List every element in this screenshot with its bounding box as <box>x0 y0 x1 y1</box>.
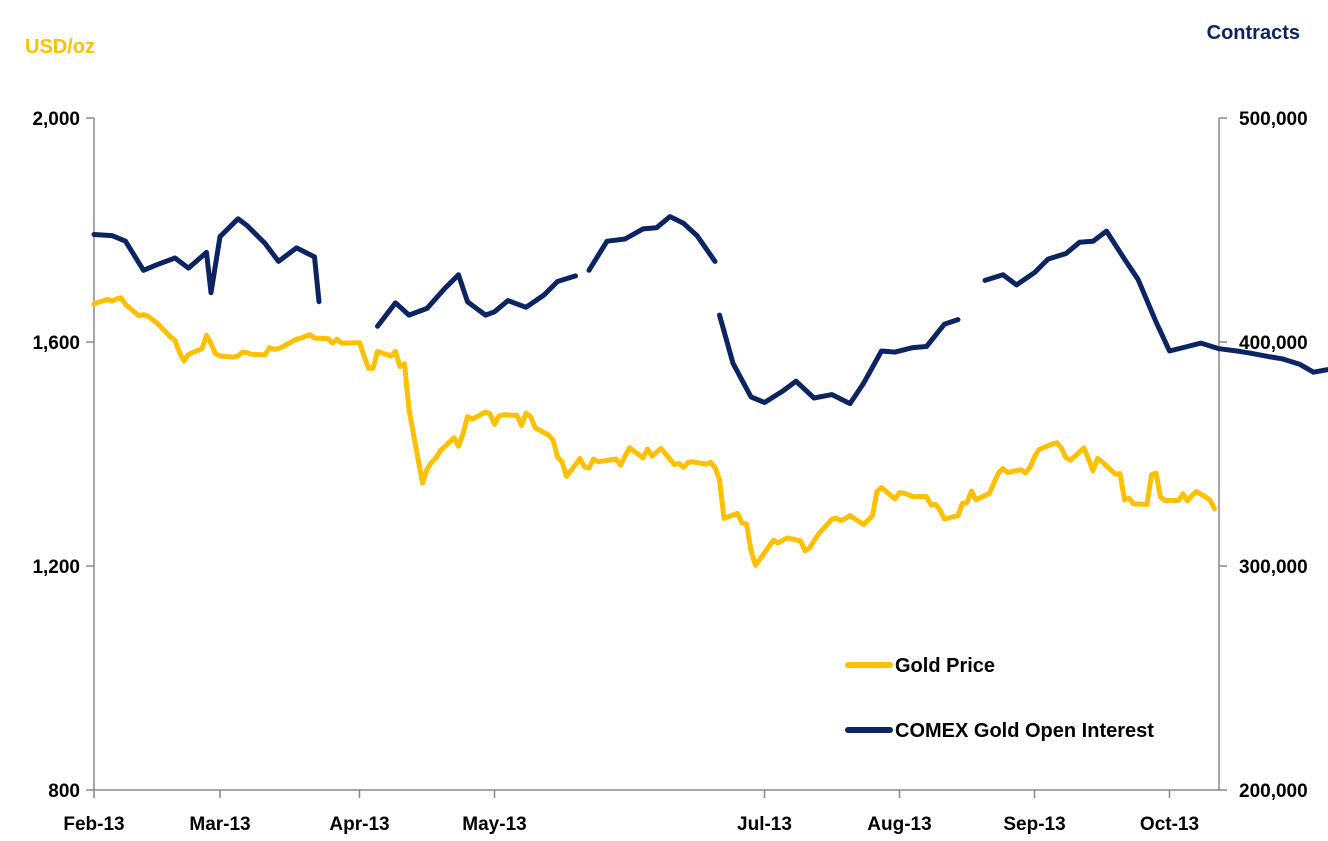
right-axis-ticks: 200,000 300,000 400,000 500,000 <box>1219 109 1308 802</box>
series-layer <box>91 214 1328 568</box>
right-tick-label: 300,000 <box>1239 557 1308 578</box>
right-tick-label: 500,000 <box>1239 109 1308 130</box>
legend: Gold Price COMEX Gold Open Interest <box>845 655 1154 742</box>
x-tick-label: Apr-13 <box>329 814 389 835</box>
right-tick-label: 200,000 <box>1239 781 1308 802</box>
legend-label-gold-price: Gold Price <box>895 655 995 677</box>
open-interest-line <box>586 214 718 273</box>
x-tick-label: May-13 <box>462 814 526 835</box>
right-tick-label: 400,000 <box>1239 333 1308 354</box>
gold-price-line <box>91 295 1217 568</box>
left-tick-label: 1,200 <box>32 557 80 578</box>
open-interest-line <box>982 228 1328 375</box>
open-interest-line <box>375 272 578 329</box>
open-interest-line <box>717 312 961 407</box>
right-axis-title: Contracts <box>1207 22 1300 44</box>
open-interest-line <box>91 216 322 305</box>
x-tick-label: Aug-13 <box>867 814 931 835</box>
left-axis-title: USD/oz <box>25 36 95 58</box>
legend-label-open-interest: COMEX Gold Open Interest <box>895 720 1154 742</box>
left-tick-label: 2,000 <box>32 109 80 130</box>
x-tick-label: Oct-13 <box>1140 814 1199 835</box>
left-axis-ticks: 800 1,200 1,600 2,000 <box>32 109 94 802</box>
x-tick-label: Feb-13 <box>63 814 124 835</box>
x-axis-ticks: Feb-13 Mar-13 Apr-13 May-13 Jul-13 Aug-13 Sep-… <box>63 790 1199 835</box>
x-tick-label: Sep-13 <box>1003 814 1065 835</box>
left-tick-label: 800 <box>48 781 80 802</box>
x-tick-label: Jul-13 <box>737 814 792 835</box>
x-tick-label: Mar-13 <box>189 814 250 835</box>
left-tick-label: 1,600 <box>32 333 80 354</box>
